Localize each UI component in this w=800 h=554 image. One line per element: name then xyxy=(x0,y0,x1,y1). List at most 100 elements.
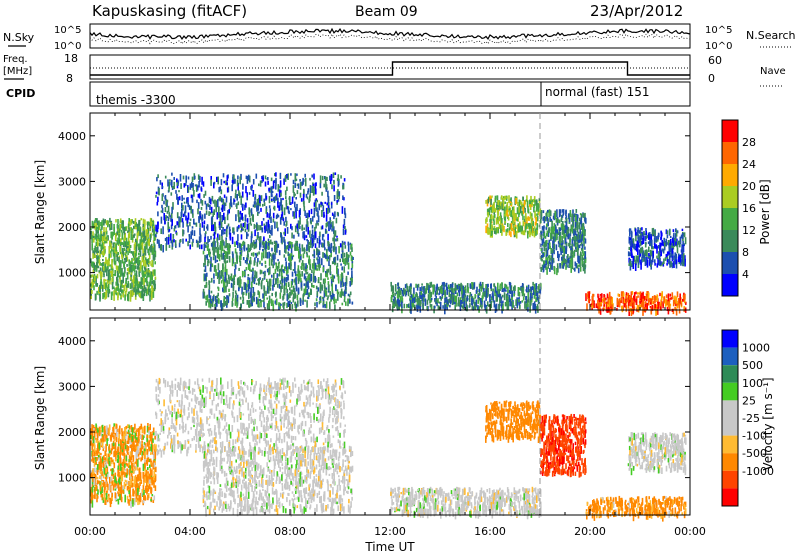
power-echo-cell xyxy=(341,279,344,283)
power-echo-cell xyxy=(522,230,525,236)
power-echo-cell xyxy=(244,282,247,290)
power-echo-cell xyxy=(320,226,323,230)
power-echo-cell xyxy=(312,188,315,196)
power-echo-cell xyxy=(256,261,259,267)
power-echo-cell xyxy=(235,189,237,193)
n-search-label: N.Search xyxy=(746,29,796,42)
power-echo-cell xyxy=(251,276,254,280)
power-echo-cell xyxy=(321,234,324,241)
power-echo-cell xyxy=(271,198,273,201)
power-echo-cell xyxy=(250,269,252,272)
power-echo-cell xyxy=(509,298,511,307)
power-echo-cell xyxy=(552,240,554,248)
power-echo-cell xyxy=(196,185,199,191)
power-echo-cell xyxy=(513,224,515,230)
power-echo-cell xyxy=(274,221,276,229)
power-echo-cell xyxy=(192,187,194,191)
power-echo-cell xyxy=(504,302,507,306)
power-echo-cell xyxy=(99,284,101,292)
power-echo-cell xyxy=(103,281,106,289)
power-echo-cell xyxy=(518,287,521,291)
power-echo-cell xyxy=(143,285,146,290)
power-echo-cell xyxy=(637,295,639,298)
power-echo-cell xyxy=(657,236,659,239)
power-echo-cell xyxy=(139,281,141,288)
power-echo-cell xyxy=(195,239,198,243)
power-echo-cell xyxy=(642,239,645,244)
power-echo-cell xyxy=(306,219,308,226)
power-echo-cell xyxy=(323,290,326,298)
velocity-echo-cell xyxy=(91,424,93,428)
power-echo-cell xyxy=(161,204,163,209)
power-echo-cell xyxy=(470,293,473,297)
power-colorbar-swatch xyxy=(722,230,738,252)
power-echo-cell xyxy=(178,220,181,228)
power-echo-cell xyxy=(342,195,344,200)
power-echo-cell xyxy=(252,252,255,257)
power-echo-cell xyxy=(268,196,271,204)
power-echo-cell xyxy=(540,210,543,217)
power-echo-cell xyxy=(127,291,130,294)
power-echo-cell xyxy=(238,267,240,271)
power-echo-cell xyxy=(413,287,415,295)
power-echo-cell xyxy=(243,226,246,229)
power-echo-cell xyxy=(200,207,203,210)
power-echo-cell xyxy=(577,214,579,219)
power-echo-cell xyxy=(644,249,647,257)
power-echo-cell xyxy=(348,254,350,258)
power-echo-cell xyxy=(280,198,282,206)
power-echo-cell xyxy=(314,231,317,239)
power-echo-cell xyxy=(207,236,209,244)
power-echo-cell xyxy=(661,291,663,298)
power-echo-cell xyxy=(529,229,531,238)
power-echo-cell xyxy=(515,230,518,239)
power-echo-cell xyxy=(166,210,169,214)
power-echo-cell xyxy=(222,239,224,243)
power-echo-cell xyxy=(279,280,282,285)
power-echo-cell xyxy=(163,200,165,205)
power-echo-cell xyxy=(337,174,340,181)
power-echo-cell xyxy=(349,251,352,256)
power-echo-cell xyxy=(584,212,586,218)
power-echo-cell xyxy=(347,299,349,304)
power-echo-cell xyxy=(519,221,521,225)
power-echo-cell xyxy=(583,257,585,260)
power-echo-cell xyxy=(642,296,644,302)
power-echo-cell xyxy=(271,185,274,190)
power-echo-cell xyxy=(649,240,651,246)
power-echo-cell xyxy=(263,294,265,301)
power-echo-cell xyxy=(342,185,344,190)
power-echo-cell xyxy=(349,242,352,245)
power-echo-cell xyxy=(637,248,639,255)
power-echo-cell xyxy=(273,259,275,266)
power-echo-cell xyxy=(275,247,277,250)
power-echo-cell xyxy=(264,265,267,268)
power-echo-cell xyxy=(312,243,314,247)
power-echo-cell xyxy=(217,254,220,259)
power-echo-cell xyxy=(533,196,536,200)
power-echo-cell xyxy=(157,221,159,229)
power-echo-cell xyxy=(327,256,330,260)
power-echo-cell xyxy=(659,253,662,257)
power-echo-cell xyxy=(652,301,655,305)
power-echo-cell xyxy=(670,252,672,258)
power-echo-cell xyxy=(245,247,248,251)
power-echo-cell xyxy=(468,295,471,303)
power-echo-cell xyxy=(305,235,308,238)
power-echo-cell xyxy=(566,228,568,235)
power-echo-cell xyxy=(213,273,215,279)
power-echo-cell xyxy=(525,199,528,202)
power-echo-cell xyxy=(283,207,286,216)
power-echo-cell xyxy=(216,176,218,182)
power-echo-cell xyxy=(582,246,584,254)
power-echo-cell xyxy=(343,197,345,201)
power-echo-cell xyxy=(91,290,93,294)
power-echo-cell xyxy=(278,270,281,277)
power-echo-cell xyxy=(441,294,444,299)
power-echo-cell xyxy=(142,277,145,282)
power-echo-cell xyxy=(259,225,262,231)
power-echo-cell xyxy=(131,228,134,234)
power-echo-cell xyxy=(123,285,126,292)
power-echo-cell xyxy=(218,254,221,262)
power-echo-cell xyxy=(116,270,119,278)
